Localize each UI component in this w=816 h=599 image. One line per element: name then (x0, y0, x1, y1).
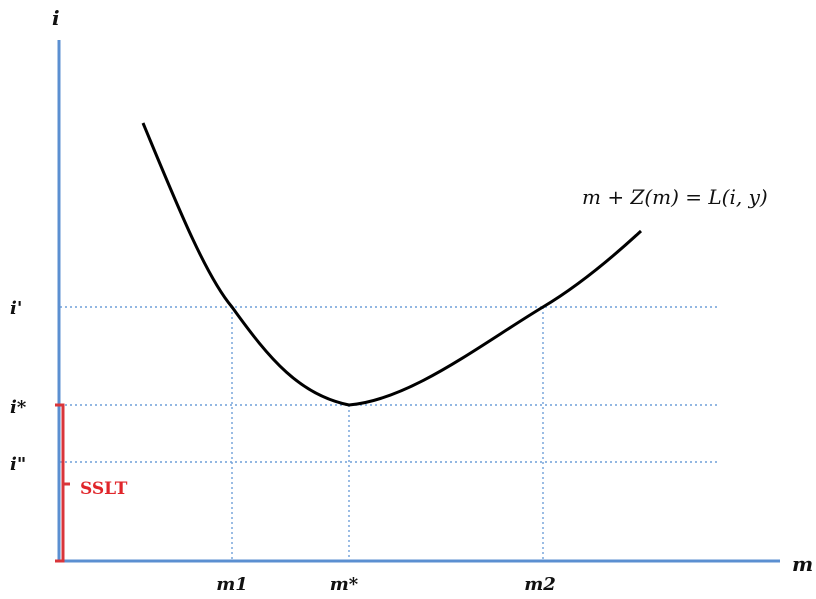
curve (141, 122, 643, 407)
x-axis-label: m (792, 552, 813, 576)
tick-i-double-prime: i" (10, 454, 26, 475)
guide-lines (60, 306, 718, 560)
tick-m-star: m* (330, 574, 359, 595)
curve-label: m + Z(m) = L(i, y) (582, 185, 768, 209)
tick-m2: m2 (524, 574, 556, 595)
sslt-label: SSLT (80, 479, 128, 499)
tick-i-prime: i' (10, 298, 22, 319)
y-axis-label: i (52, 6, 60, 30)
tick-m1: m1 (216, 574, 248, 595)
tick-i-star: i* (10, 397, 27, 418)
sslt-bracket (55, 403, 70, 563)
